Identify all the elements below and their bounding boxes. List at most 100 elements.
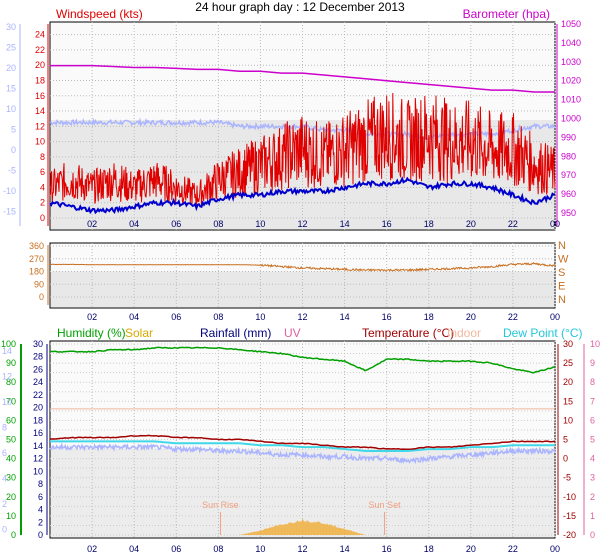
temp-tick-label: 5 — [563, 435, 568, 445]
legend-uv: UV — [284, 326, 301, 340]
chill-tick-label: 30 — [6, 22, 16, 32]
humidity-tick-label: 10 — [6, 511, 16, 521]
x-tick-label: 18 — [424, 544, 434, 554]
wind-tick-label: 12 — [35, 121, 45, 131]
uv-tick-label: 2 — [590, 492, 595, 502]
x-tick-label: 02 — [87, 312, 97, 322]
x-tick-label: 22 — [508, 544, 518, 554]
chill-tick-label: -5 — [8, 166, 16, 176]
x-tick-label: 14 — [340, 312, 350, 322]
baro-tick-label: 960 — [561, 189, 576, 199]
x-tick-label: 00 — [550, 544, 560, 554]
x-tick-label: 12 — [297, 219, 307, 229]
x-tick-label: 22 — [508, 219, 518, 229]
temp-tick-label: -10 — [563, 492, 576, 502]
humidity-tick-label: 30 — [6, 473, 16, 483]
x-tick-label: 08 — [213, 544, 223, 554]
uv-tick-label: 10 — [590, 339, 600, 349]
legend-temperature: Temperature (°C) — [362, 326, 454, 340]
rain-tick-label: 24 — [33, 377, 43, 387]
rain-tick-label: 6 — [38, 492, 43, 502]
rain-tick-label: 8 — [38, 479, 43, 489]
far-left-tick-label: 6 — [2, 448, 7, 458]
far-left-tick-label: 0 — [2, 525, 7, 535]
panel1-right-title: Barometer (hpa) — [463, 7, 550, 21]
humidity-tick-label: 100 — [1, 339, 16, 349]
compass-label: E — [558, 281, 565, 293]
x-tick-label: 20 — [466, 312, 476, 322]
chart-marks: 242220181614121086420302520151050-5-10-1… — [1, 19, 600, 554]
chill-tick-label: 20 — [6, 63, 16, 73]
uv-tick-label: 4 — [590, 454, 595, 464]
wind-tick-label: 2 — [40, 198, 45, 208]
x-tick-label: 08 — [213, 219, 223, 229]
series-windspeed-line — [49, 92, 556, 207]
baro-tick-label: 1030 — [561, 57, 581, 67]
uv-tick-label: 3 — [590, 473, 595, 483]
temp-tick-label: 10 — [563, 415, 573, 425]
x-tick-label: 18 — [424, 312, 434, 322]
x-tick-label: 00 — [550, 219, 560, 229]
far-left-tick-label: 12 — [2, 372, 12, 382]
x-tick-label: 06 — [171, 312, 181, 322]
x-tick-label: 10 — [255, 544, 265, 554]
direction-tick-label: 360 — [29, 241, 44, 251]
x-tick-label: 10 — [255, 219, 265, 229]
wind-tick-label: 4 — [40, 182, 45, 192]
x-tick-label: 02 — [87, 544, 97, 554]
baro-tick-label: 1020 — [561, 76, 581, 86]
rain-tick-label: 18 — [33, 415, 43, 425]
humidity-tick-label: 0 — [11, 530, 16, 540]
baro-tick-label: 1000 — [561, 114, 581, 124]
temp-tick-label: -15 — [563, 511, 576, 521]
sunset-label: Sun Set — [369, 500, 402, 510]
wind-tick-label: 16 — [35, 91, 45, 101]
far-left-tick-label: 14 — [2, 346, 12, 356]
x-tick-label: 20 — [466, 544, 476, 554]
x-tick-label: 06 — [171, 544, 181, 554]
x-tick-label: 16 — [382, 219, 392, 229]
rain-tick-label: 30 — [33, 339, 43, 349]
rain-tick-label: 0 — [38, 530, 43, 540]
far-left-tick-label: 2 — [2, 499, 7, 509]
far-left-tick-label: 8 — [2, 423, 7, 433]
uv-tick-label: 6 — [590, 415, 595, 425]
rain-tick-label: 10 — [33, 466, 43, 476]
rain-tick-label: 26 — [33, 364, 43, 374]
series-humidity-line — [49, 346, 556, 374]
rain-tick-label: 4 — [38, 505, 43, 515]
x-tick-label: 14 — [340, 219, 350, 229]
baro-tick-label: 1040 — [561, 38, 581, 48]
x-tick-label: 16 — [382, 544, 392, 554]
humidity-tick-label: 50 — [6, 435, 16, 445]
x-tick-label: 14 — [340, 544, 350, 554]
direction-tick-label: 90 — [34, 279, 44, 289]
temp-tick-label: 0 — [563, 454, 568, 464]
series-solar-area — [228, 518, 377, 535]
baro-tick-label: 950 — [561, 208, 576, 218]
chill-tick-label: 25 — [6, 43, 16, 53]
rain-tick-label: 20 — [33, 403, 43, 413]
uv-tick-label: 1 — [590, 511, 595, 521]
humidity-tick-label: 40 — [6, 454, 16, 464]
baro-tick-label: 1010 — [561, 95, 581, 105]
legend-solar: Solar — [125, 326, 153, 340]
temp-tick-label: -5 — [563, 473, 571, 483]
legend-rainfall: Rainfall (mm) — [200, 326, 271, 340]
sunrise-label: Sun Rise — [202, 500, 239, 510]
x-tick-label: 20 — [466, 219, 476, 229]
baro-tick-label: 980 — [561, 151, 576, 161]
uv-tick-label: 5 — [590, 435, 595, 445]
x-tick-label: 12 — [297, 312, 307, 322]
direction-tick-label: 180 — [29, 267, 44, 277]
rain-tick-label: 14 — [33, 441, 43, 451]
panel1-left-title: Windspeed (kts) — [56, 7, 143, 21]
x-tick-label: 04 — [129, 544, 139, 554]
series-dewpoint-line — [50, 440, 555, 452]
humidity-tick-label: 80 — [6, 377, 16, 387]
uv-tick-label: 0 — [590, 530, 595, 540]
compass-label: W — [558, 254, 569, 266]
chill-tick-label: -10 — [3, 186, 16, 196]
baro-tick-label: 990 — [561, 132, 576, 142]
